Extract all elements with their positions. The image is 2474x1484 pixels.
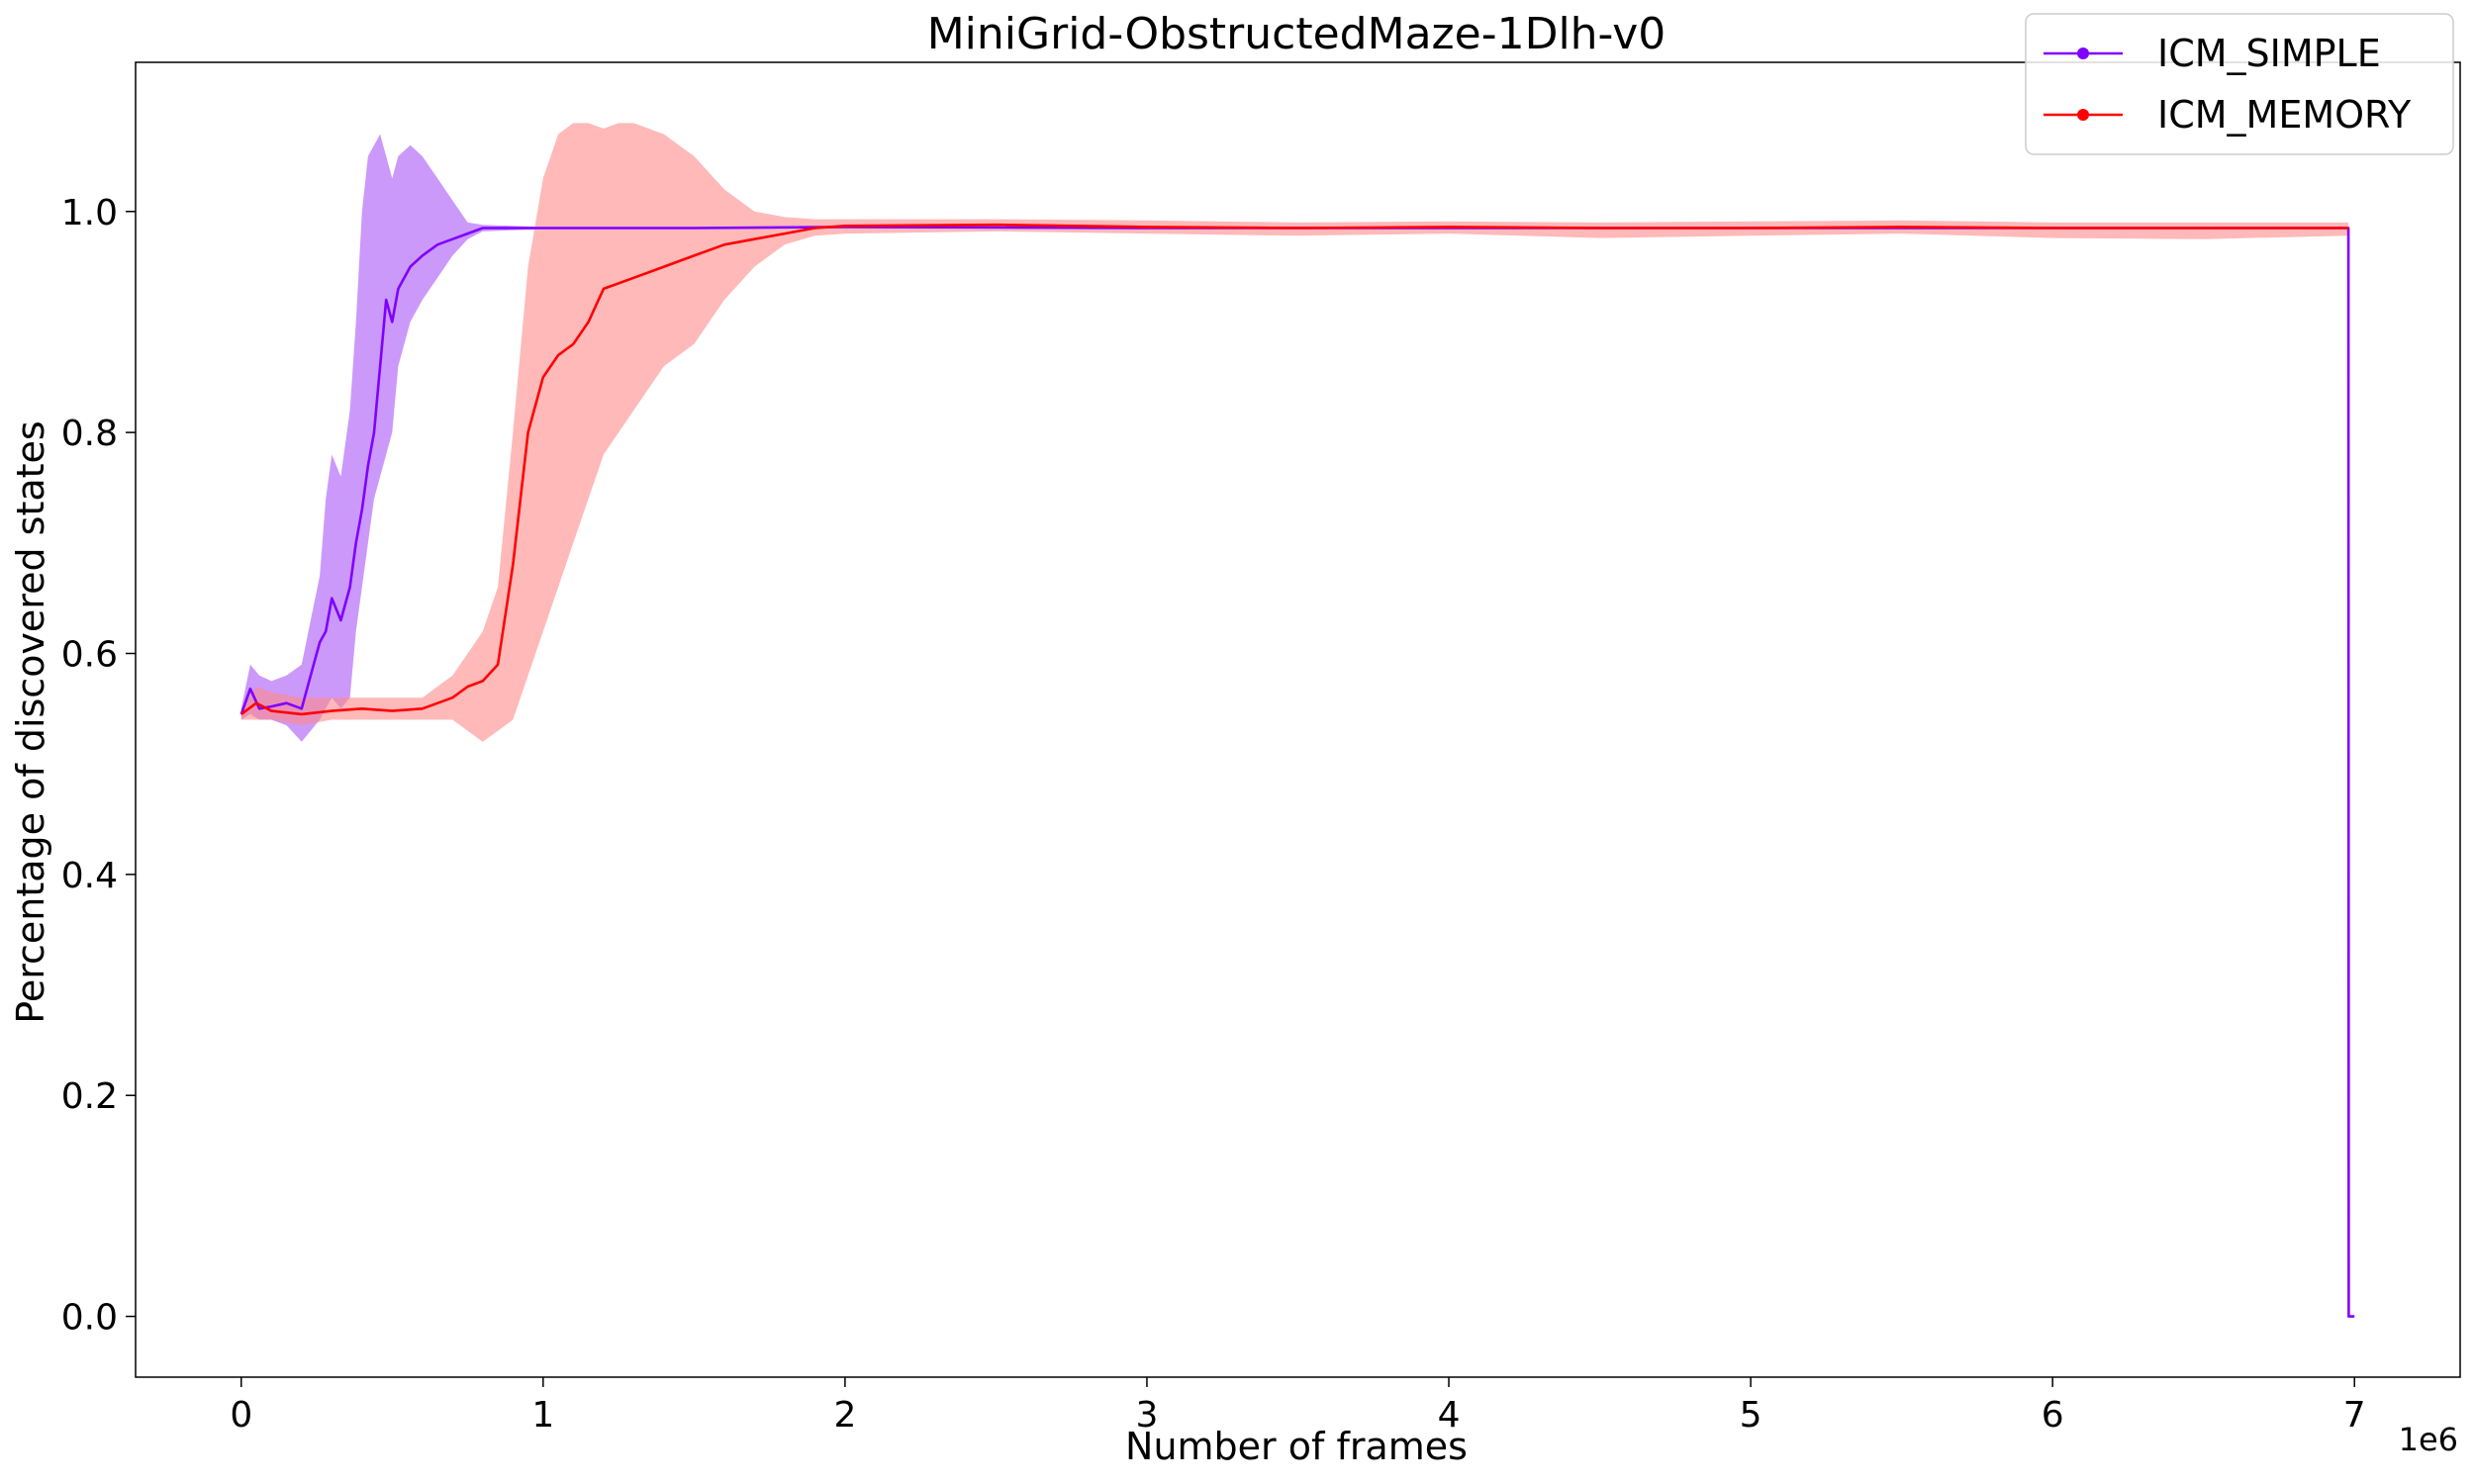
legend-label-icm-simple: ICM_SIMPLE: [2157, 32, 2381, 75]
y-tick-label: 0.2: [61, 1076, 118, 1117]
x-tick-label: 4: [1438, 1395, 1461, 1436]
x-axis-offset-text: 1e6: [2399, 1421, 2458, 1458]
line-icm-memory: [240, 223, 2349, 716]
y-tick-label: 0.0: [61, 1298, 118, 1339]
y-tick-label: 1.0: [61, 193, 118, 233]
x-tick-label: 5: [1740, 1395, 1762, 1436]
plot-frame: [135, 61, 2461, 1378]
x-tick-label: 1: [531, 1395, 554, 1436]
legend-marker-icm-memory: [2077, 109, 2089, 121]
y-tick-label: 0.6: [61, 634, 118, 675]
x-axis-ticks: 0 1 2 3 4 5 6 7: [230, 1377, 2366, 1436]
y-axis-label: Percentage of discovered states: [9, 420, 52, 1023]
y-tick-label: 0.4: [61, 856, 118, 896]
band-icm-simple: [240, 134, 2355, 1317]
x-tick-label: 0: [230, 1395, 252, 1436]
x-tick-label: 2: [833, 1395, 856, 1436]
legend: ICM_SIMPLE ICM_MEMORY: [2025, 13, 2454, 155]
x-axis-label: Number of frames: [1125, 1425, 1468, 1468]
chart-title: MiniGrid-ObstructedMaze-1Dlh-v0: [927, 9, 1666, 59]
legend-marker-icm-simple: [2077, 47, 2089, 59]
legend-frame: [2025, 13, 2454, 155]
band-icm-memory: [240, 123, 2349, 742]
legend-label-icm-memory: ICM_MEMORY: [2157, 93, 2412, 137]
x-tick-label: 6: [2042, 1395, 2064, 1436]
y-tick-label: 0.8: [61, 414, 118, 454]
x-tick-label: 7: [2343, 1395, 2366, 1436]
x-tick-label: 3: [1136, 1395, 1159, 1436]
y-axis-ticks: 0.0 0.2 0.4 0.6 0.8 1.0: [61, 193, 136, 1339]
series-lines: [239, 223, 2355, 1318]
confidence-bands: [240, 123, 2355, 1317]
